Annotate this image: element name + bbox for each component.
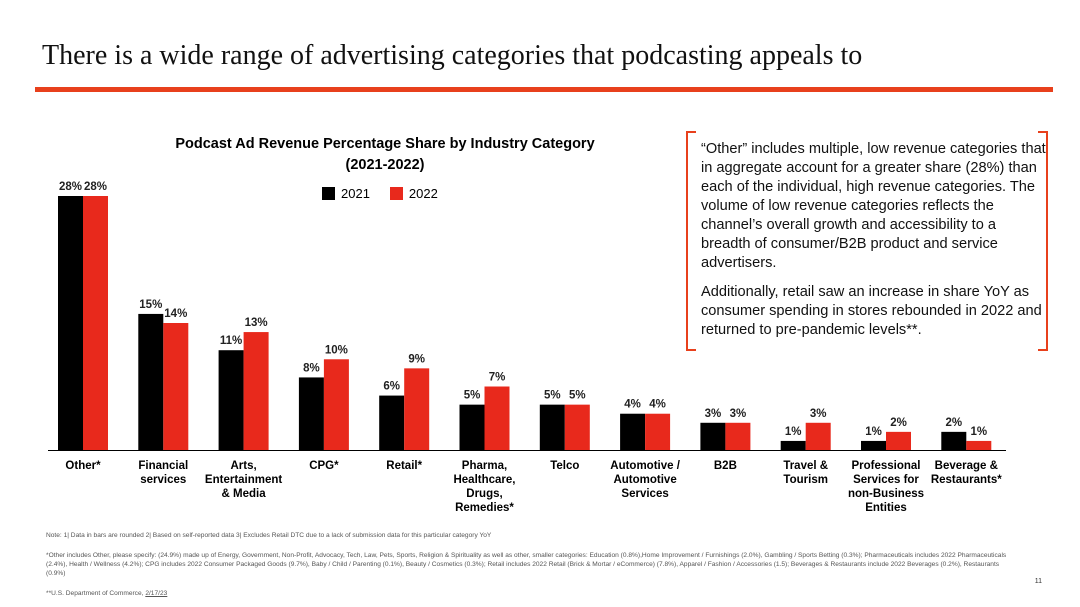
bar-2021-8: [700, 422, 726, 450]
chart-legend: 2021 2022: [322, 186, 452, 201]
data-label-2021-9: 1%: [785, 426, 802, 438]
category-label-8: B2B: [713, 460, 737, 472]
data-label-2021-5: 5%: [464, 390, 481, 402]
bar-2022-4: [404, 368, 430, 450]
data-label-2022-11: 1%: [970, 426, 987, 438]
data-label-2022-4: 9%: [408, 353, 425, 365]
callout-paragraph-1: “Other” includes multiple, low revenue c…: [701, 141, 1046, 271]
data-label-2021-10: 1%: [865, 426, 882, 438]
category-label-6: Telco: [550, 460, 580, 472]
bar-2022-5: [484, 386, 510, 450]
bar-2022-11: [966, 440, 992, 450]
bar-2022-7: [645, 413, 671, 450]
category-label-2: Arts, Entertainment & Media: [204, 460, 283, 500]
data-label-2021-8: 3%: [705, 408, 722, 420]
legend-swatch-2022: [389, 187, 403, 200]
data-label-2021-1: 15%: [139, 299, 162, 311]
bar-2021-4: [379, 395, 405, 450]
data-label-2022-3: 10%: [325, 344, 348, 356]
category-label-10: Professional Services for non-Business E…: [847, 460, 925, 514]
chart-title: Podcast Ad Revenue Percentage Share by I…: [150, 134, 620, 176]
category-label-4: Retail*: [386, 460, 423, 472]
data-label-2022-10: 2%: [890, 417, 907, 429]
category-label-9: Travel & Tourism: [783, 460, 829, 486]
bar-2021-0: [58, 196, 83, 450]
data-label-2022-7: 4%: [649, 399, 666, 411]
category-label-5: Pharma, Healthcare, Drugs, Remedies*: [453, 460, 516, 514]
category-label-11: Beverage & Restaurants*: [930, 460, 1002, 486]
chart-title-line1: Podcast Ad Revenue Percentage Share by I…: [175, 136, 595, 152]
data-label-2022-2: 13%: [245, 317, 268, 329]
footnote-1: Note: 1| Data in bars are rounded 2| Bas…: [46, 532, 492, 539]
title-underline: [35, 87, 1053, 92]
category-label-1: Financial services: [138, 460, 189, 486]
bar-2022-3: [323, 359, 349, 450]
data-label-2021-4: 6%: [383, 381, 400, 393]
data-label-2022-8: 3%: [730, 408, 747, 420]
footnote-2: *Other includes Other, please specify: (…: [46, 552, 1007, 577]
bar-2022-0: [83, 196, 108, 450]
bar-2021-1: [138, 313, 164, 450]
data-label-2021-11: 2%: [945, 417, 962, 429]
data-label-2021-3: 8%: [303, 362, 320, 374]
bar-2022-9: [805, 422, 831, 450]
bar-2022-8: [725, 422, 751, 450]
category-label-7: Automotive / Automotive Services: [610, 460, 680, 500]
footnote-3-date-link[interactable]: 2/17/23: [145, 590, 168, 597]
bar-2021-11: [941, 431, 967, 450]
bar-2022-2: [243, 332, 269, 450]
callout-bracket-right: [1038, 131, 1048, 351]
page-number: 11: [1034, 578, 1042, 585]
chart-title-line2: (2021-2022): [345, 157, 425, 173]
callout-paragraph-2: Additionally, retail saw an increase in …: [701, 284, 1042, 338]
data-label-2022-9: 3%: [810, 408, 827, 420]
data-label-2022-6: 5%: [569, 390, 586, 402]
bar-2021-3: [298, 377, 324, 450]
bar-2021-9: [780, 440, 806, 450]
x-axis-line: [48, 450, 1006, 451]
bar-2022-6: [564, 404, 590, 450]
bar-2022-10: [886, 431, 911, 450]
footnote-3: **U.S. Department of Commerce, 2/17/23: [46, 589, 167, 598]
bar-2022-1: [163, 323, 189, 450]
bar-2021-2: [218, 350, 244, 450]
legend-swatch-2021: [322, 187, 335, 200]
data-label-2021-7: 4%: [624, 399, 641, 411]
data-label-2022-0: 28%: [84, 181, 107, 193]
data-label-2021-2: 11%: [220, 335, 242, 347]
data-label-2022-5: 7%: [489, 372, 506, 384]
callout-bracket-left: [686, 131, 696, 351]
bar-2021-7: [620, 413, 646, 450]
bar-2021-6: [539, 404, 565, 450]
data-label-2021-6: 5%: [544, 390, 561, 402]
legend-label-2022: 2022: [408, 186, 438, 201]
footnote-3-prefix: **U.S. Department of Commerce,: [46, 590, 146, 597]
data-label-2021-0: 28%: [59, 181, 82, 193]
category-label-0: Other*: [65, 460, 101, 472]
callout-box: “Other” includes multiple, low revenue c…: [686, 131, 1048, 351]
bar-2021-5: [459, 404, 485, 450]
category-label-3: CPG*: [309, 460, 339, 472]
page-title: There is a wide range of advertising cat…: [42, 40, 863, 71]
bar-2021-10: [861, 440, 886, 450]
legend-label-2021: 2021: [341, 186, 370, 201]
data-label-2022-1: 14%: [164, 308, 187, 320]
